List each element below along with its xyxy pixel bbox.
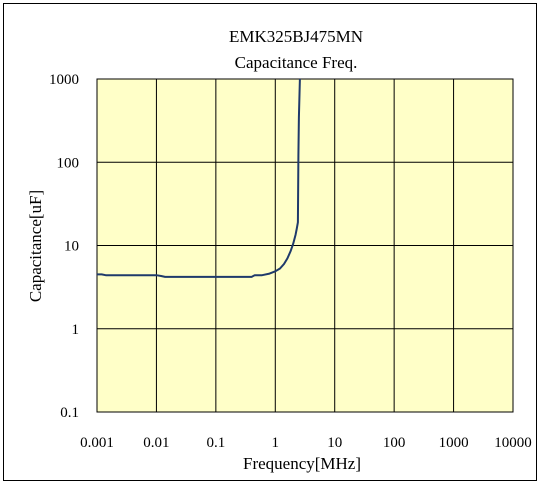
y-tick-labels: 0.1 1 10 100 1000	[49, 72, 79, 421]
x-tick-label: 0.01	[143, 435, 169, 451]
chart-subtitle: Capacitance Freq.	[235, 53, 358, 72]
x-tick-label: 1	[272, 435, 280, 451]
x-tick-label: 10	[327, 435, 342, 451]
y-axis-label: Capacitance[uF]	[26, 190, 45, 302]
x-tick-label: 0.001	[80, 435, 114, 451]
capacitance-series-line	[97, 78, 301, 278]
y-tick-label: 100	[57, 155, 80, 171]
x-tick-label: 0.1	[206, 435, 225, 451]
y-tick-label: 10	[64, 239, 79, 255]
grid-lines	[96, 78, 514, 413]
x-tick-label: 1000	[439, 435, 469, 451]
y-tick-label: 1	[72, 322, 80, 338]
x-axis-label: Frequency[MHz]	[243, 454, 361, 473]
x-tick-label: 10000	[494, 435, 532, 451]
x-tick-labels: 0.001 0.01 0.1 1 10 100 1000 10000	[80, 435, 532, 451]
series-layer	[97, 78, 301, 278]
chart-title: EMK325BJ475MN	[229, 27, 363, 46]
y-tick-label: 0.1	[60, 405, 79, 421]
x-tick-label: 100	[383, 435, 406, 451]
y-tick-label: 1000	[49, 72, 79, 88]
